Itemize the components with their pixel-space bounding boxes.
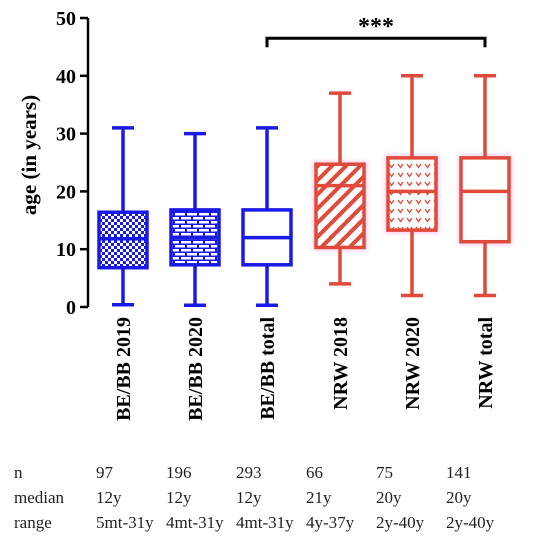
stats-row-range: range 5mt-31y 4mt-31y 4mt-31y 4y-37y 2y-… <box>0 513 540 535</box>
stats-cell: 4mt-31y <box>166 513 224 532</box>
stats-row-label: median <box>14 488 65 507</box>
box-plot-chart: 0 10 20 30 40 50 age (in years) *** BE/BB 201… <box>17 8 512 421</box>
stats-cell: 4y-37y <box>306 513 355 532</box>
significance-bracket: *** <box>265 14 487 48</box>
iqr-box <box>459 156 511 244</box>
y-tick-label: 10 <box>56 239 76 261</box>
stats-cell: 2y-40y <box>446 513 495 532</box>
stats-cell: 12y <box>166 488 192 507</box>
iqr-box <box>386 156 438 232</box>
stats-cell: 12y <box>96 488 122 507</box>
x-axis-labels: BE/BB 2019 BE/BB 2020 BE/BB total NRW 2018 N… <box>113 317 497 421</box>
stats-cell: 97 <box>96 463 113 482</box>
stats-cell: 293 <box>236 463 262 482</box>
stats-cell: 20y <box>446 488 472 507</box>
x-category-label: NRW total <box>475 317 497 409</box>
x-category-label: BE/BB 2019 <box>113 317 135 421</box>
stats-cell: 196 <box>166 463 192 482</box>
stats-cell: 141 <box>446 463 472 482</box>
significance-label: *** <box>358 14 394 40</box>
stats-cell: 21y <box>306 488 332 507</box>
stats-row-n: n 97 196 293 66 75 141 <box>0 463 540 485</box>
box-plot-be-bb-total <box>241 126 293 308</box>
stats-row-label: range <box>14 513 52 532</box>
iqr-box <box>314 162 366 250</box>
box-series <box>97 74 512 308</box>
x-category-label: BE/BB 2020 <box>185 317 207 421</box>
box-plot-nrw-2018 <box>313 91 367 286</box>
x-category-label: NRW 2018 <box>330 317 352 410</box>
y-axis-title: age (in years) <box>17 95 41 215</box>
stats-cell: 12y <box>236 488 262 507</box>
significance-line <box>265 36 487 48</box>
box-plot-be-bb-2020 <box>169 131 221 308</box>
y-tick-label: 40 <box>56 66 76 88</box>
box-plot-nrw-2020 <box>385 74 439 298</box>
stats-cell: 66 <box>306 463 323 482</box>
stats-cell: 2y-40y <box>376 513 425 532</box>
y-tick-label: 50 <box>56 8 76 30</box>
stats-cell: 20y <box>376 488 402 507</box>
x-category-label: BE/BB total <box>257 317 279 420</box>
y-tick-label: 0 <box>66 297 76 319</box>
stats-cell: 75 <box>376 463 393 482</box>
box-plot-nrw-total <box>458 74 512 298</box>
y-tick-label: 20 <box>56 181 76 203</box>
stats-row-median: median 12y 12y 12y 21y 20y 20y <box>0 488 540 510</box>
stats-cell: 4mt-31y <box>236 513 294 532</box>
y-axis: 0 10 20 30 40 50 <box>56 8 90 319</box>
stats-cell: 5mt-31y <box>96 513 154 532</box>
box-plot-be-bb-2019 <box>97 126 149 307</box>
x-category-label: NRW 2020 <box>402 317 424 410</box>
stats-row-label: n <box>14 463 23 482</box>
y-tick-label: 30 <box>56 124 76 146</box>
